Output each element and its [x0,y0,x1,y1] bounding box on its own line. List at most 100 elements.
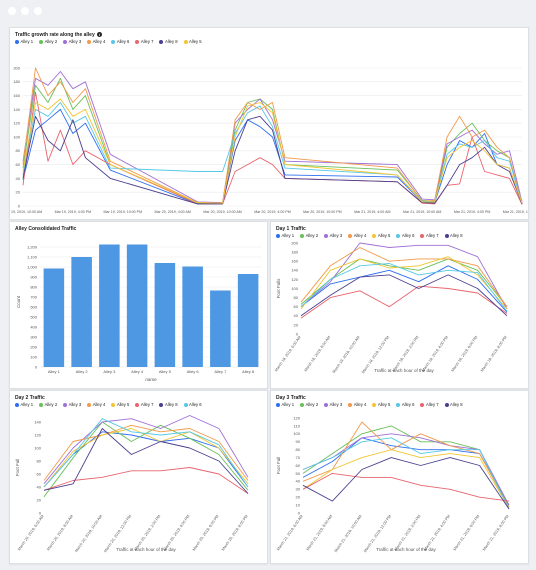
legend-swatch [372,233,377,238]
bar-alley-2 [71,257,92,367]
y-tick-label: 0 [35,364,38,369]
series-line-alley-1 [300,265,508,313]
panel-title: Day 3 Traffic [276,395,306,401]
y-tick-label: 10 [296,502,301,507]
series-line-alley-2 [22,77,523,204]
x-tick-label: March 19, 2019, 4:00 PM [421,335,449,372]
legend-item-alley-8[interactable]: Alley 8 [159,39,178,44]
legend-item-alley-2[interactable]: Alley 2 [300,402,318,407]
y-tick-label: 60 [37,471,42,476]
legend-item-alley-6[interactable]: Alley 6 [396,233,414,238]
legend-item-alley-6[interactable]: Alley 6 [396,402,414,407]
y-tick-label: 0 [39,510,42,515]
y-tick-label: 40 [296,479,301,484]
y-tick-label: 110 [294,423,301,428]
x-tick-label: March 21, 2019, 8:00 PM [482,514,510,551]
legend-item-alley-1[interactable]: Alley 1 [15,402,33,407]
legend-item-alley-3[interactable]: Alley 3 [63,402,81,407]
legend-swatch [444,233,449,238]
y-tick-label: 140 [34,419,41,424]
x-tick-label: March 19, 2019, 6:00 AM [274,335,302,372]
legend-label: Alley 6 [116,39,130,44]
y-tick-label: 100 [30,354,37,359]
legend-item-alley-7[interactable]: Alley 7 [135,39,153,44]
legend-item-alley-3[interactable]: Alley 3 [63,39,81,44]
legend-item-alley-7[interactable]: Alley 7 [135,402,153,407]
series-line-alley-4 [300,247,508,307]
legend-item-alley-8[interactable]: Alley 8 [444,233,463,238]
legend-swatch [63,402,68,407]
y-tick-label: 180 [13,79,20,84]
legend-item-alley-2[interactable]: Alley 2 [300,233,318,238]
legend-item-alley-2[interactable]: Alley 2 [39,39,57,44]
window-dot-3[interactable] [34,7,42,15]
y-tick-label: 800 [30,284,37,289]
legend-swatch [420,233,425,238]
legend-item-alley-4[interactable]: Alley 4 [87,39,105,44]
traffic-growth-panel: Traffic growth rate along the alley i All… [9,27,529,220]
info-icon[interactable]: i [96,32,102,38]
legend-label: Alley 5 [189,39,202,44]
y-tick-label: 40 [16,176,21,181]
legend-item-alley-1[interactable]: Alley 1 [276,233,294,238]
legend-swatch [348,233,353,238]
legend-item-alley-3[interactable]: Alley 3 [324,402,342,407]
y-tick-label: 120 [13,121,20,126]
x-tick-label: Mar 21, 2019, 10:00 PM [503,210,528,214]
legend-item-alley-5[interactable]: Alley 5 [372,402,390,407]
y-tick-label: 80 [294,295,299,300]
window-dot-1[interactable] [8,7,16,15]
legend-item-alley-1[interactable]: Alley 1 [276,402,294,407]
consolidated-traffic-chart: 0 100 200 300 400 500 600 700 800 900 1,000 1,100 1,… [16,244,262,382]
y-tick-label: 600 [30,304,37,309]
legend-swatch [348,402,353,407]
legend-label: Alley 2 [305,233,319,238]
legend-item-alley-4[interactable]: Alley 4 [348,402,366,407]
legend-item-alley-3[interactable]: Alley 3 [324,233,342,238]
legend-swatch [300,233,305,238]
chart-legend: Alley 1 Alley 2 Alley 3 Alley 4 Alley 6 Alley… [15,39,208,44]
bar-alley-8 [237,274,259,367]
window-dot-2[interactable] [21,7,29,15]
y-tick-label: 70 [296,455,301,460]
legend-label: Alley 8 [450,233,463,238]
legend-item-alley-4[interactable]: Alley 4 [87,402,105,407]
legend-swatch [276,402,280,407]
legend-item-alley-5[interactable]: Alley 5 [372,233,390,238]
y-tick-label: 1,100 [27,254,38,259]
legend-item-alley-5[interactable]: Alley 5 [111,402,129,407]
legend-item-alley-7[interactable]: Alley 7 [420,233,439,238]
legend-item-alley-6[interactable]: Alley 6 [111,39,129,44]
chart-legend: Alley 1 Alley 2 Alley 3 Alley 4 Alley 5 Alley… [15,402,208,407]
y-tick-label: 100 [291,286,298,291]
series-line-alley-8 [302,457,510,510]
x-tick-label: Alley 5 [159,369,172,374]
y-tick-label: 140 [291,268,298,273]
legend-swatch [159,39,164,44]
x-tick-label: Alley 7 [214,369,227,374]
legend-item-alley-6[interactable]: Alley 6 [183,402,202,407]
x-tick-label: Mar 21, 2019, 10:00 AM [403,210,441,214]
legend-swatch [87,402,92,407]
y-tick-label: 100 [293,431,300,436]
y-tick-label: 60 [296,463,301,468]
y-tick-label: 80 [37,458,42,463]
legend-item-alley-4[interactable]: Alley 4 [348,233,366,238]
legend-label: Alley 7 [140,39,154,44]
legend-item-alley-8[interactable]: Alley 8 [444,402,463,407]
y-tick-label: 200 [13,65,20,70]
legend-swatch [15,39,19,44]
y-axis-label: Foot Falls [276,278,281,299]
legend-item-alley-1[interactable]: Alley 1 [15,39,33,44]
legend-label: Alley 1 [20,402,34,407]
legend-label: Alley 1 [281,233,295,238]
x-tick-label: March 19, 2019, 10:00 AM [332,335,361,374]
legend-item-alley-5[interactable]: Alley 5 [183,39,202,44]
legend-item-alley-2[interactable]: Alley 2 [39,402,57,407]
series-line-alley-2 [302,425,510,507]
x-tick-label: Mar 19, 2019, 10:00 PM [104,210,143,214]
y-tick-label: 120 [34,432,41,437]
legend-item-alley-8[interactable]: Alley 8 [159,402,178,407]
y-tick-label: 120 [293,415,300,420]
legend-item-alley-7[interactable]: Alley 7 [420,402,439,407]
